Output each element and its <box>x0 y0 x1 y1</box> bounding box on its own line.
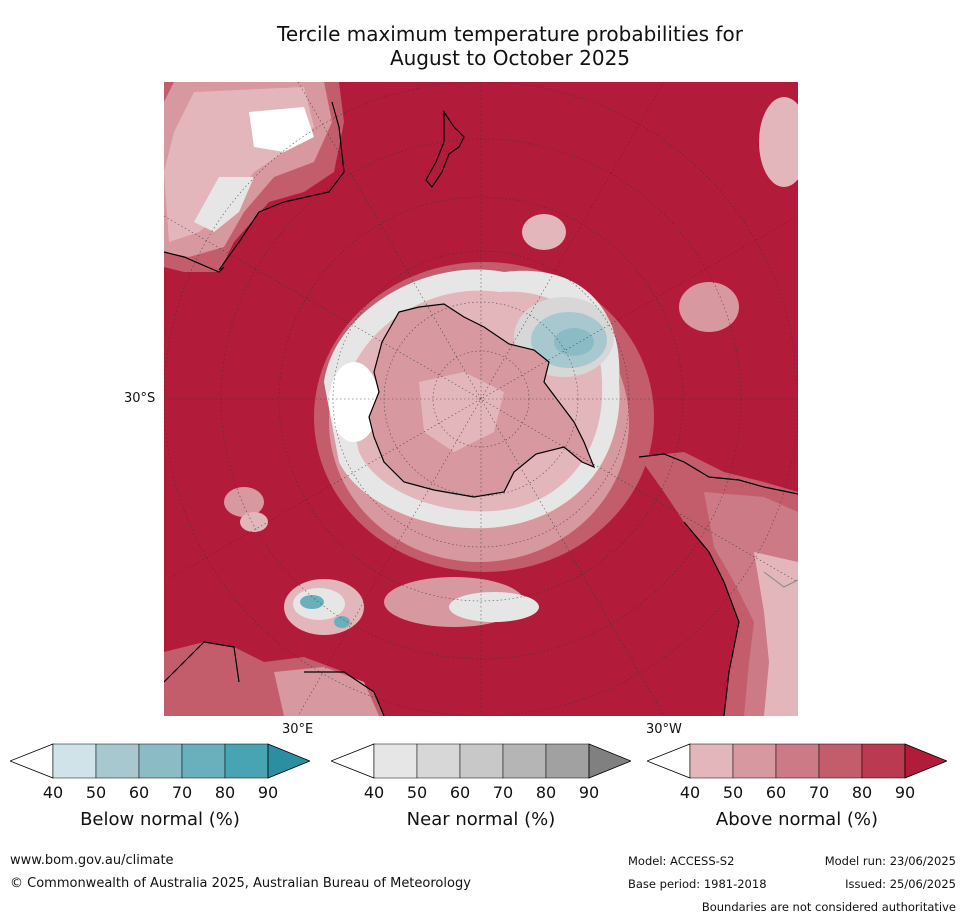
cbar2-tick-0: 40 <box>679 783 701 802</box>
footer-url[interactable]: www.bom.gov.au/climate <box>10 853 174 868</box>
colorbar-above-normal: 40 50 60 70 80 90 Above normal (%) <box>645 743 949 830</box>
cbar0-tick-5: 90 <box>257 783 279 802</box>
cbar1-tick-2: 60 <box>449 783 471 802</box>
new-zealand-outline <box>425 110 465 188</box>
cbar1-tick-1: 50 <box>406 783 428 802</box>
cbar1-bin-4 <box>545 743 590 779</box>
cbar0-caption: Below normal (%) <box>80 809 240 830</box>
southern-africa-region <box>164 641 385 716</box>
colorbar-above-normal-scale <box>645 743 949 779</box>
cbar1-bin-0 <box>373 743 418 779</box>
cbar1-tick-5: 90 <box>578 783 600 802</box>
cbar0-tick-2: 60 <box>128 783 150 802</box>
cbar2-extend-low <box>645 743 691 779</box>
cbar0-extend-high <box>267 743 312 779</box>
cbar2-tick-1: 50 <box>722 783 744 802</box>
cbar1-caption: Near normal (%) <box>406 809 556 830</box>
lon-label-30w: 30°W <box>646 722 682 737</box>
cbar0-tick-4: 80 <box>214 783 236 802</box>
cbar1-bin-2 <box>459 743 504 779</box>
cbar0-bin-2 <box>138 743 183 779</box>
footer-model: Model: ACCESS-S2 <box>628 854 735 868</box>
lon-label-30e: 30°E <box>282 722 314 737</box>
cbar1-bin-3 <box>502 743 547 779</box>
australia-region <box>164 82 345 273</box>
cbar2-bin-0 <box>689 743 734 779</box>
cbar2-bin-2 <box>775 743 820 779</box>
cbar1-extend-low <box>329 743 375 779</box>
cbar0-bin-4 <box>224 743 269 779</box>
cbar2-extend-high <box>904 743 949 779</box>
cbar0-extend-low <box>8 743 54 779</box>
cbar2-bin-3 <box>818 743 863 779</box>
lat-label-30s: 30°S <box>124 391 156 406</box>
cbar1-extend-high <box>588 743 633 779</box>
graticule <box>164 82 798 716</box>
chart-title-line2: August to October 2025 <box>389 46 631 70</box>
south-america-region <box>638 452 798 716</box>
cbar2-bin-4 <box>861 743 906 779</box>
cbar1-tick-3: 70 <box>492 783 514 802</box>
footer-model-run: Model run: 23/06/2025 <box>824 854 956 868</box>
cbar2-tick-4: 80 <box>851 783 873 802</box>
cbar2-tick-5: 90 <box>894 783 916 802</box>
cbar2-caption: Above normal (%) <box>715 809 879 830</box>
cbar1-tick-0: 40 <box>363 783 385 802</box>
cbar2-tick-2: 60 <box>765 783 787 802</box>
south-atlantic-below-normal-patch <box>284 579 364 635</box>
cbar0-bin-0 <box>52 743 97 779</box>
colorbar-below-normal: 40 50 60 70 80 90 Below normal (%) <box>8 743 312 830</box>
footer-copyright: © Commonwealth of Australia 2025, Austra… <box>10 876 471 891</box>
cbar1-tick-4: 80 <box>535 783 557 802</box>
chart-title-line1: Tercile maximum temperature probabilitie… <box>277 22 743 46</box>
cbar2-tick-3: 70 <box>808 783 830 802</box>
colorbar-near-normal: 40 50 60 70 80 90 Near normal (%) <box>329 743 633 830</box>
cbar2-bin-1 <box>732 743 777 779</box>
footer-base-period: Base period: 1981-2018 <box>628 877 767 891</box>
probability-map <box>164 82 798 716</box>
cbar0-bin-3 <box>181 743 226 779</box>
cbar0-bin-1 <box>95 743 140 779</box>
footer-disclaimer: Boundaries are not considered authoritat… <box>701 900 956 914</box>
cbar0-tick-0: 40 <box>42 783 64 802</box>
colorbar-near-normal-scale <box>329 743 633 779</box>
footer-issued: Issued: 25/06/2025 <box>845 877 956 891</box>
cbar0-tick-3: 70 <box>171 783 193 802</box>
colorbar-below-normal-scale <box>8 743 312 779</box>
cbar1-bin-1 <box>416 743 461 779</box>
cbar0-tick-1: 50 <box>85 783 107 802</box>
